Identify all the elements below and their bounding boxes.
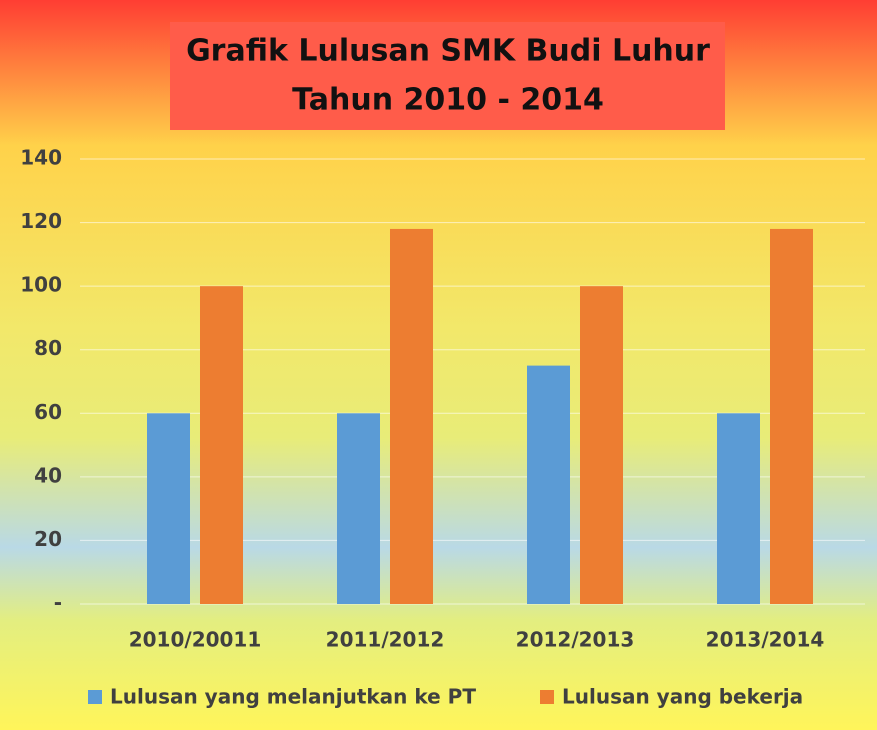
chart-title: Grafik Lulusan SMK Budi Luhur (186, 34, 710, 69)
bar (390, 228, 433, 604)
y-tick-label: 40 (34, 463, 62, 487)
y-tick-label: 100 (20, 273, 62, 297)
y-tick-label: 120 (20, 209, 62, 233)
y-tick-label: - (54, 591, 62, 615)
title-box (170, 22, 725, 130)
y-tick-label: 20 (34, 527, 62, 551)
legend-label: Lulusan yang bekerja (562, 685, 803, 709)
bar (527, 365, 570, 604)
bar (580, 286, 623, 604)
y-tick-label: 60 (34, 400, 62, 424)
x-tick-label: 2010/20011 (129, 628, 262, 652)
y-tick-label: 140 (20, 146, 62, 170)
legend-swatch (88, 690, 102, 704)
x-tick-label: 2013/2014 (706, 628, 825, 652)
y-tick-label: 80 (34, 336, 62, 360)
x-tick-label: 2012/2013 (516, 628, 635, 652)
chart-title: Tahun 2010 - 2014 (292, 83, 604, 118)
bar (337, 413, 380, 604)
bar (717, 413, 760, 604)
x-tick-label: 2011/2012 (326, 628, 445, 652)
legend-label: Lulusan yang melanjutkan ke PT (110, 685, 476, 709)
bar (147, 413, 190, 604)
bar (770, 228, 813, 604)
legend-swatch (540, 690, 554, 704)
bar (200, 286, 243, 604)
